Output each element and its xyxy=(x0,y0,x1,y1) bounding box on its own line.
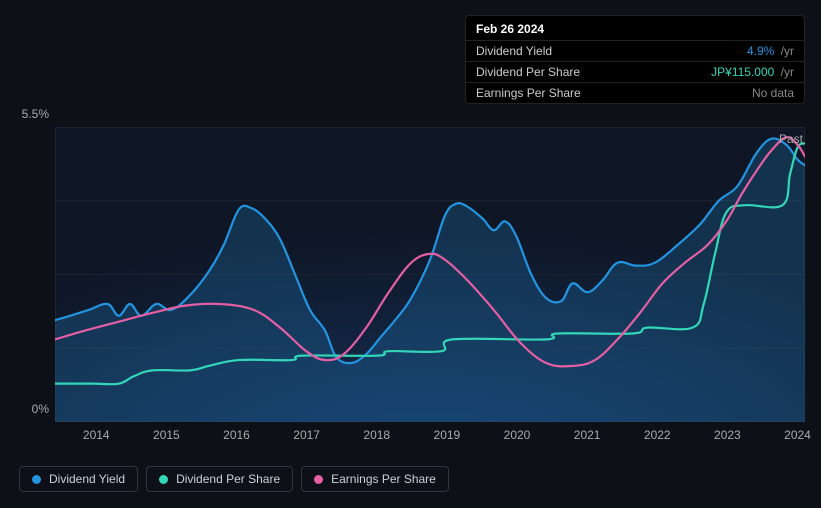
x-axis-tick: 2024 xyxy=(784,428,811,442)
legend-item-label: Dividend Per Share xyxy=(176,472,280,486)
chart-canvas xyxy=(55,127,805,422)
tooltip-row: Earnings Per Share No data xyxy=(466,82,804,103)
tooltip-row-label: Dividend Per Share xyxy=(476,65,580,79)
chart-legend: Dividend Yield Dividend Per Share Earnings… xyxy=(19,466,449,492)
x-axis-tick: 2015 xyxy=(153,428,180,442)
x-axis-tick: 2018 xyxy=(363,428,390,442)
tooltip-row-value: JP¥115.000 /yr xyxy=(711,65,794,79)
legend-item[interactable]: Dividend Yield xyxy=(19,466,138,492)
y-axis-tick: 0% xyxy=(32,402,49,416)
tooltip-row-value: No data xyxy=(752,86,794,100)
x-axis-tick: 2021 xyxy=(574,428,601,442)
legend-item[interactable]: Dividend Per Share xyxy=(146,466,293,492)
x-axis-tick: 2014 xyxy=(83,428,110,442)
tooltip-row-label: Earnings Per Share xyxy=(476,86,581,100)
tooltip-row: Dividend Per Share JP¥115.000 /yr xyxy=(466,61,804,82)
legend-dot-icon xyxy=(314,475,323,484)
tooltip-row: Dividend Yield 4.9% /yr xyxy=(466,40,804,61)
dividend-chart[interactable]: Past 5.5%0%20142015201620172018201920202… xyxy=(55,127,805,452)
x-axis-tick: 2017 xyxy=(293,428,320,442)
x-axis-tick: 2020 xyxy=(504,428,531,442)
legend-item[interactable]: Earnings Per Share xyxy=(301,466,449,492)
legend-dot-icon xyxy=(159,475,168,484)
chart-tooltip: Feb 26 2024 Dividend Yield4.9% /yrDivide… xyxy=(465,15,805,104)
tooltip-row-value: 4.9% /yr xyxy=(747,44,794,58)
x-axis-tick: 2019 xyxy=(434,428,461,442)
x-axis-tick: 2022 xyxy=(644,428,671,442)
y-axis-tick: 5.5% xyxy=(22,107,49,121)
x-axis-tick: 2023 xyxy=(714,428,741,442)
legend-dot-icon xyxy=(32,475,41,484)
legend-item-label: Earnings Per Share xyxy=(331,472,436,486)
past-label: Past xyxy=(779,132,803,146)
tooltip-date: Feb 26 2024 xyxy=(466,16,804,40)
x-axis-tick: 2016 xyxy=(223,428,250,442)
tooltip-row-label: Dividend Yield xyxy=(476,44,552,58)
legend-item-label: Dividend Yield xyxy=(49,472,125,486)
